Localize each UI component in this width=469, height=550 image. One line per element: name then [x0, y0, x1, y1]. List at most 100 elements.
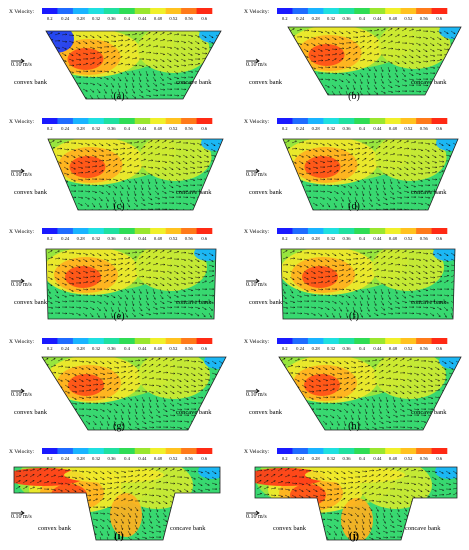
velocity-vector — [138, 64, 144, 67]
velocity-vector — [417, 470, 423, 472]
velocity-vector — [141, 480, 147, 484]
colorbar-cell — [323, 228, 340, 234]
velocity-vector — [291, 506, 295, 512]
convex-bank-label: convex bank — [249, 189, 283, 196]
velocity-vector — [176, 378, 182, 382]
velocity-vector — [152, 294, 156, 300]
velocity-vector — [119, 142, 125, 145]
velocity-vector — [43, 481, 49, 484]
velocity-vector — [347, 148, 353, 150]
velocity-vector — [441, 426, 445, 430]
velocity-vector — [117, 44, 123, 48]
velocity-vector — [340, 530, 344, 536]
velocity-vector — [422, 264, 428, 268]
velocity-vector — [92, 426, 96, 430]
colorbar-label: X Velocity: — [244, 339, 270, 345]
scale-label: 0.10 m/s — [246, 62, 267, 68]
velocity-vector — [159, 82, 165, 86]
velocity-vector — [64, 494, 70, 498]
velocity-vector — [61, 294, 67, 298]
velocity-vector — [159, 32, 165, 36]
velocity-vector — [71, 426, 77, 430]
velocity-vector — [47, 256, 53, 260]
velocity-vector — [434, 420, 439, 425]
velocity-vector — [106, 492, 112, 496]
colorbar-cell — [431, 118, 448, 124]
velocity-vector — [338, 279, 344, 284]
velocity-vector — [92, 518, 98, 521]
colorbar-tick-label: 0.36 — [342, 346, 351, 351]
velocity-vector — [113, 420, 116, 426]
colorbar-tick-label: 0.44 — [138, 346, 147, 351]
velocity-vector — [140, 202, 146, 206]
velocity-vector — [410, 190, 416, 192]
velocity-vector — [291, 536, 297, 538]
velocity-vector — [373, 39, 379, 44]
velocity-vector — [322, 420, 327, 425]
velocity-vector — [78, 360, 84, 363]
velocity-vector — [368, 165, 374, 168]
velocity-vector — [124, 294, 128, 300]
velocity-vector — [54, 282, 60, 286]
velocity-vector — [29, 530, 35, 534]
velocity-vector — [445, 493, 451, 496]
velocity-vector — [96, 56, 102, 60]
velocity-vector — [124, 64, 130, 66]
velocity-vector — [201, 252, 207, 256]
colorbar-cell — [354, 448, 371, 454]
velocity-vector — [161, 147, 167, 150]
velocity-vector — [396, 166, 402, 170]
velocity-vector — [312, 196, 318, 199]
velocity-vector — [319, 196, 325, 200]
velocity-vector — [338, 48, 344, 50]
velocity-vector — [54, 264, 60, 267]
velocity-vector — [99, 402, 105, 405]
velocity-vector — [187, 270, 193, 274]
velocity-vector — [147, 190, 152, 196]
velocity-vector — [415, 282, 421, 285]
velocity-vector — [169, 384, 175, 388]
velocity-vector — [49, 190, 55, 194]
velocity-vector — [183, 378, 189, 383]
velocity-vector — [359, 274, 365, 278]
velocity-vector — [161, 178, 165, 184]
velocity-vector — [119, 164, 125, 168]
velocity-vector — [385, 377, 391, 380]
velocity-vector — [417, 154, 423, 158]
velocity-vector — [155, 402, 159, 408]
velocity-vector — [64, 426, 70, 429]
velocity-vector — [194, 264, 200, 268]
velocity-vector — [145, 58, 151, 61]
velocity-vector — [401, 84, 407, 87]
velocity-vector — [347, 524, 351, 530]
velocity-vector — [22, 474, 28, 478]
velocity-vector — [340, 159, 346, 162]
velocity-vector — [324, 312, 329, 318]
velocity-vector — [354, 481, 360, 484]
velocity-vector — [345, 84, 349, 90]
velocity-vector — [176, 384, 182, 388]
colorbar-label: X Velocity: — [244, 229, 270, 235]
velocity-vector — [303, 36, 309, 39]
velocity-vector — [373, 53, 379, 56]
velocity-vector — [159, 52, 165, 55]
velocity-vector — [99, 372, 105, 375]
velocity-vector — [345, 78, 350, 83]
velocity-vector — [359, 300, 362, 306]
velocity-vector — [166, 52, 172, 56]
velocity-vector — [91, 190, 97, 193]
velocity-vector — [457, 36, 461, 39]
velocity-vector — [64, 359, 70, 362]
velocity-vector — [382, 146, 388, 150]
velocity-vector — [277, 468, 283, 472]
velocity-vector — [99, 476, 105, 480]
velocity-vector — [361, 202, 366, 208]
velocity-vector — [217, 208, 221, 210]
velocity-vector — [389, 184, 393, 190]
velocity-vector — [78, 372, 84, 376]
velocity-vector — [289, 66, 293, 72]
velocity-vector — [173, 33, 179, 36]
colorbar-tick-label: 0.2 — [281, 236, 288, 241]
velocity-vector — [169, 426, 175, 428]
velocity-vector — [450, 72, 456, 75]
